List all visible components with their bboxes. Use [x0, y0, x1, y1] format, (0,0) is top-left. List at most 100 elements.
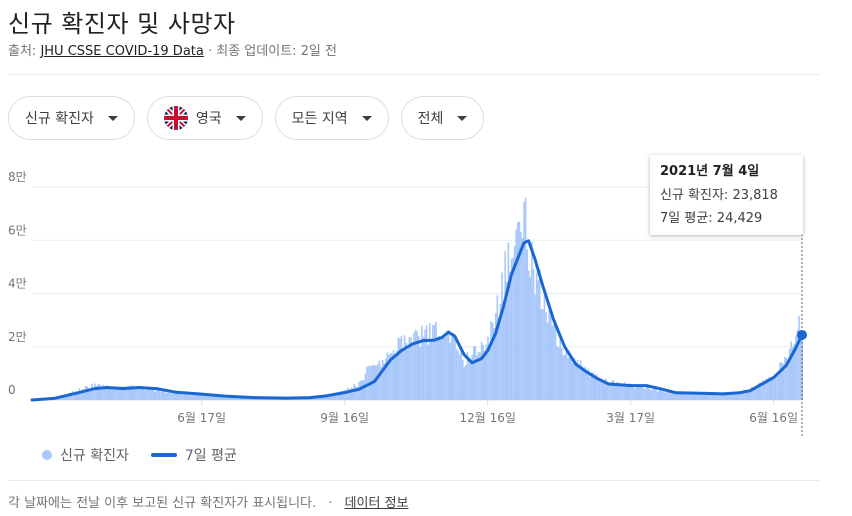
case-bar: [692, 394, 695, 400]
metric-dropdown[interactable]: 신규 확진자: [8, 96, 135, 140]
case-bar: [355, 386, 357, 400]
case-bar: [527, 270, 530, 400]
data-info-link[interactable]: 데이터 정보: [344, 496, 409, 511]
chevron-down-icon: [457, 115, 468, 121]
period-dropdown[interactable]: 전체: [400, 96, 485, 140]
country-dropdown[interactable]: 영국: [146, 96, 263, 140]
case-bar: [516, 222, 519, 400]
case-bar: [685, 391, 687, 400]
case-bar: [378, 360, 381, 400]
case-bar: [157, 390, 159, 400]
case-bar: [116, 387, 118, 400]
source-prefix: 출처:: [8, 44, 41, 59]
case-bar: [496, 295, 499, 400]
case-bar: [362, 380, 365, 400]
case-bar: [799, 334, 802, 400]
case-bar: [340, 390, 343, 400]
case-bar: [520, 231, 522, 400]
case-bar: [114, 386, 117, 400]
case-bar: [216, 396, 219, 400]
y-tick-label: 8만: [8, 170, 27, 184]
case-bar: [331, 394, 334, 400]
case-bar: [142, 388, 145, 400]
case-bar: [188, 395, 191, 400]
case-bar: [160, 391, 162, 400]
case-bar: [422, 336, 425, 400]
header-divider: [8, 74, 820, 75]
case-bar: [241, 397, 244, 400]
case-bar: [683, 392, 686, 400]
case-bar: [653, 388, 656, 400]
case-bar: [83, 389, 85, 400]
case-bar: [215, 396, 217, 400]
case-bar: [703, 393, 706, 400]
case-bar: [718, 393, 720, 400]
case-bar: [603, 382, 605, 400]
case-bar: [136, 386, 139, 400]
case-bar: [611, 380, 613, 400]
case-bar: [571, 363, 574, 400]
case-bar: [377, 363, 379, 400]
case-bar: [795, 335, 797, 400]
case-bar: [765, 378, 767, 400]
case-bar: [455, 349, 458, 400]
case-bar: [751, 386, 753, 400]
case-bar: [521, 237, 524, 400]
case-bar: [793, 343, 796, 400]
case-bar: [120, 388, 123, 400]
case-bar: [570, 359, 572, 400]
case-bar: [333, 392, 335, 400]
case-bar: [433, 324, 436, 400]
case-bar: [337, 392, 340, 400]
cases-chart[interactable]: 0 2만 4만 6만 8만 6월 17일 9월 16일 12월 16일 3월 17일 6월 16일: [0, 150, 852, 440]
case-bar: [719, 393, 722, 400]
case-bar: [758, 382, 761, 400]
case-bar: [113, 387, 115, 400]
case-bar: [675, 392, 678, 400]
hover-point: [797, 329, 807, 340]
case-bar: [171, 393, 173, 400]
chart-tooltip: 2021년 7월 4일 신규 확진자: 23,818 7일 평균: 24,429: [650, 155, 803, 235]
y-tick-label: 6만: [8, 223, 27, 237]
case-bar: [546, 322, 549, 400]
chart-footnote: 각 날짜에는 전날 이후 보고된 신규 확진자가 표시됩니다. · 데이터 정보: [8, 492, 409, 511]
case-bar: [740, 392, 742, 400]
case-bar: [59, 397, 62, 400]
case-bar: [791, 346, 794, 400]
case-bar: [334, 393, 337, 400]
case-bar: [186, 394, 189, 400]
case-bar: [199, 394, 202, 400]
case-bar: [389, 352, 392, 400]
case-bar: [476, 355, 478, 400]
case-bar: [182, 394, 184, 400]
case-bar: [213, 395, 216, 400]
case-bar: [111, 387, 114, 400]
case-bar: [155, 389, 158, 400]
region-dropdown[interactable]: 모든 지역: [274, 96, 389, 140]
case-bar: [557, 347, 560, 400]
case-bar: [754, 388, 756, 400]
case-bar: [229, 396, 231, 400]
case-bar: [732, 392, 734, 400]
case-bar: [686, 394, 689, 400]
source-link[interactable]: JHU CSSE COVID-19 Data: [40, 44, 204, 59]
case-bar: [565, 350, 568, 400]
case-bar: [361, 379, 363, 400]
case-bar: [674, 391, 676, 400]
case-bar: [564, 354, 566, 400]
case-bar: [119, 386, 121, 400]
case-bar: [130, 385, 132, 400]
case-bar: [218, 396, 220, 400]
case-bar: [694, 393, 697, 400]
case-bar: [483, 350, 486, 400]
case-bar: [147, 387, 150, 400]
case-bar: [656, 391, 659, 400]
case-bar: [663, 390, 665, 400]
case-bar: [180, 393, 183, 400]
case-bar: [644, 389, 646, 400]
case-bar: [466, 352, 469, 400]
case-bar: [688, 393, 690, 400]
case-bar: [190, 394, 192, 400]
case-bar: [80, 391, 82, 400]
metric-dropdown-label: 신규 확진자: [25, 111, 94, 127]
